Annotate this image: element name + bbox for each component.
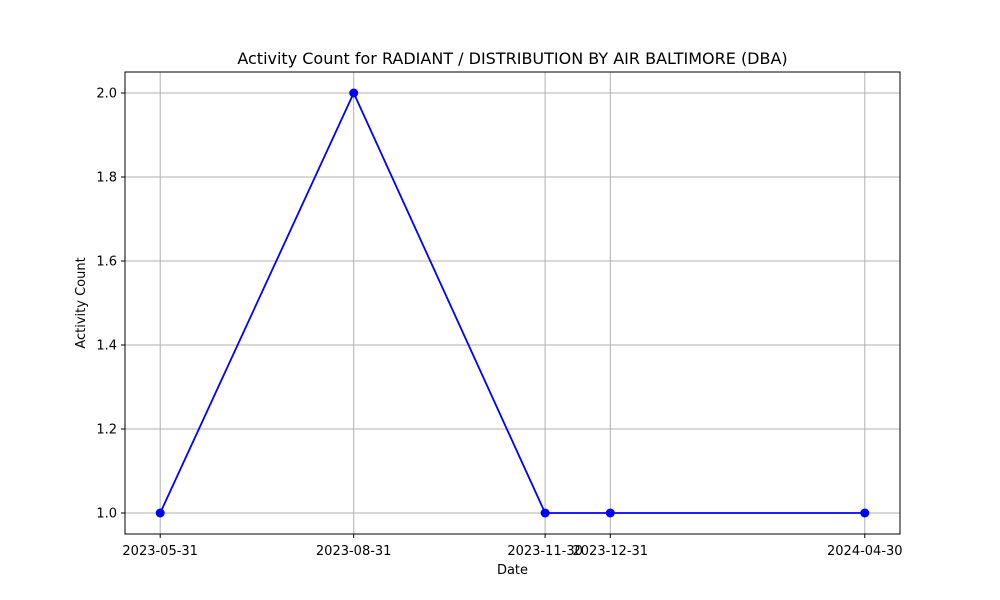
y-tick-label: 1.0	[96, 507, 117, 522]
x-axis-ticks: 2023-05-31 2023-08-31 2023-11-302023-12-31…	[122, 534, 903, 559]
x-tick-label: 2024-04-30	[827, 544, 903, 559]
y-tick-label: 1.8	[96, 171, 117, 186]
data-point	[605, 508, 615, 518]
chart-title: Activity Count for RADIANT / DISTRIBUTIO…	[237, 49, 787, 68]
x-tick-label: 2023-08-31	[316, 544, 392, 559]
x-tick-label: 2023-05-31	[122, 544, 198, 559]
series-layer	[155, 88, 870, 518]
y-tick-label: 2.0	[96, 87, 117, 102]
grid	[125, 72, 900, 534]
data-point	[155, 508, 165, 518]
y-axis-label: Activity Count	[74, 257, 89, 348]
x-tick-label: 2023-12-31	[573, 544, 649, 559]
y-tick-label: 1.4	[96, 339, 117, 354]
data-point	[540, 508, 550, 518]
x-tick-label: 2023-11-30	[507, 544, 583, 559]
y-axis-ticks: 1.0 1.2 1.4 1.6 1.8 2.0	[96, 87, 125, 522]
plot-area-frame	[124, 71, 901, 535]
data-point	[349, 88, 359, 98]
y-tick-label: 1.6	[96, 255, 117, 270]
data-point	[860, 508, 870, 518]
x-axis-label: Date	[497, 563, 528, 578]
y-tick-label: 1.2	[96, 423, 117, 438]
